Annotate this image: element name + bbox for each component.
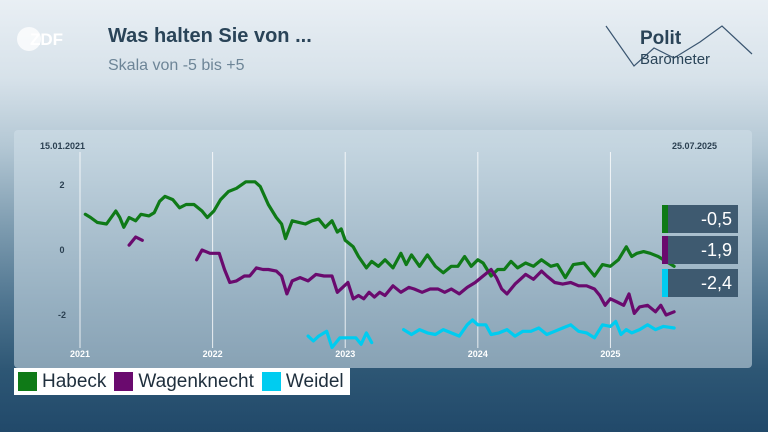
x-tick-label-2025: 2025	[600, 349, 620, 359]
start-date-label: 15.01.2021	[40, 141, 86, 151]
y-tick-label-minus2: -2	[58, 310, 66, 320]
value-weidel: -2,4	[668, 269, 738, 297]
brand-line1: Polit	[640, 28, 682, 49]
brand-line2: Barometer	[640, 51, 710, 68]
value-bar-weidel	[662, 269, 668, 297]
zdf-logo-text: ZDF	[30, 30, 63, 49]
series-line-habeck-0	[83, 180, 676, 280]
series-line-weidel-1	[402, 318, 676, 340]
value-wagenknecht: -1,9	[668, 236, 738, 264]
legend-item-wagenknecht: Wagenknecht	[114, 370, 254, 393]
legend-swatch-wagenknecht	[114, 372, 134, 391]
value-bar-habeck	[662, 205, 668, 233]
value-box-wagenknecht: -1,9	[662, 236, 738, 264]
end-date-label: 25.07.2025	[672, 141, 718, 151]
chart-title: Was halten Sie von ...	[108, 25, 312, 47]
x-tick-label-2023: 2023	[335, 349, 355, 359]
value-box-habeck: -0,5	[662, 205, 738, 233]
value-box-weidel: -2,4	[662, 269, 738, 297]
legend-swatch-weidel	[261, 372, 281, 391]
y-tick-label-2: 2	[59, 180, 64, 190]
x-tick-label-2022: 2022	[203, 349, 223, 359]
x-tick-label-2021: 2021	[70, 349, 90, 359]
zdf-logo: ZDF	[17, 27, 63, 51]
legend-label-wagenknecht: Wagenknecht	[138, 370, 254, 392]
politbarometer-logo: Polit Barometer	[605, 25, 753, 68]
x-tick-label-2024: 2024	[468, 349, 488, 359]
legend-item-weidel: Weidel	[261, 370, 344, 393]
y-tick-label-0: 0	[59, 245, 64, 255]
chart-subtitle: Skala von -5 bis +5	[108, 57, 245, 74]
series-line-wagenknecht-1	[195, 248, 676, 317]
legend: Habeck Wagenknecht Weidel	[14, 368, 350, 395]
value-bar-wagenknecht	[662, 236, 668, 264]
legend-item-habeck: Habeck	[18, 371, 106, 393]
legend-swatch-habeck	[18, 372, 37, 391]
legend-label-weidel: Weidel	[285, 370, 344, 392]
series-line-weidel-0	[306, 329, 374, 350]
legend-label-habeck: Habeck	[42, 370, 107, 392]
series-line-wagenknecht-0	[127, 235, 144, 247]
value-habeck: -0,5	[668, 205, 738, 233]
